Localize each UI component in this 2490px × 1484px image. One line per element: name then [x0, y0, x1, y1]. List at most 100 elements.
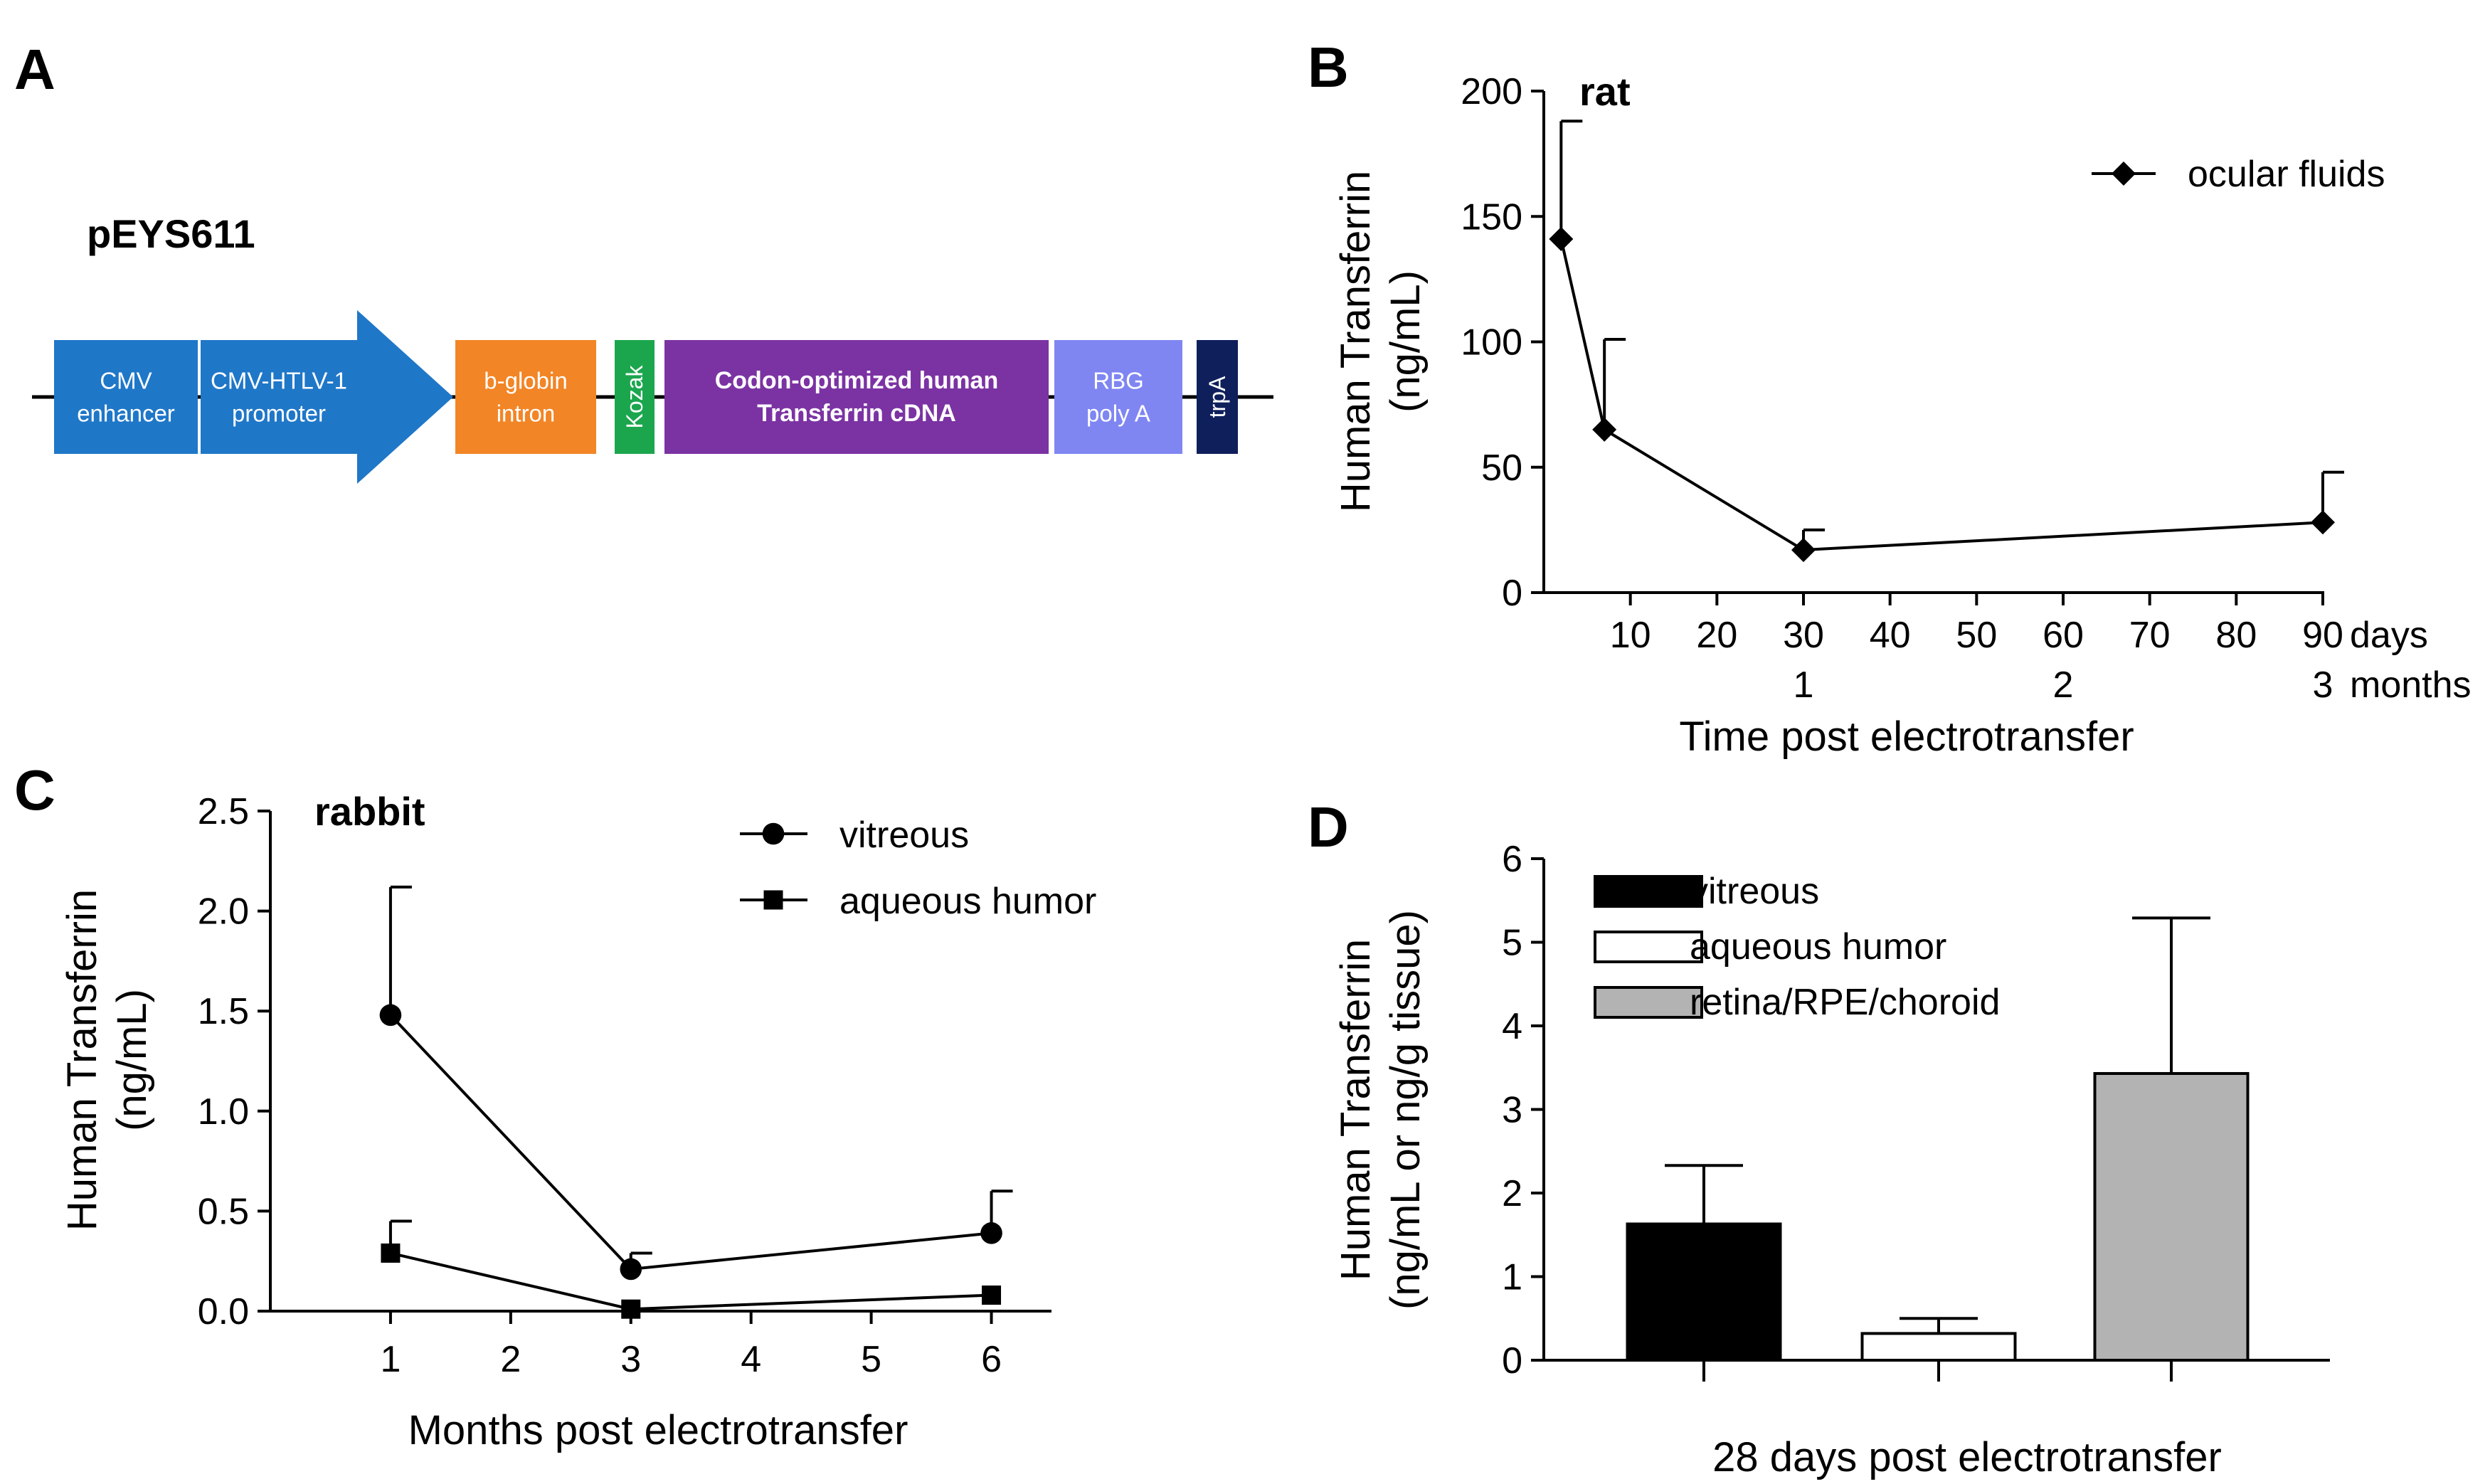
y-tick-label: 0.0: [198, 1291, 249, 1332]
panel-label-b: B: [1308, 36, 1349, 99]
y-axis-title: Human Transferrin: [1333, 171, 1379, 512]
x-axis-title: Time post electrotransfer: [1679, 714, 2134, 760]
x-tick-label: 1: [380, 1339, 401, 1380]
construct-promoter-shape: [201, 310, 453, 484]
construct-name: pEYS611: [87, 211, 255, 256]
chart-title: rat: [1579, 69, 1631, 114]
x-tick-label: 10: [1610, 615, 1651, 656]
x-tick-label: 70: [2129, 615, 2171, 656]
y-tick-label: 0: [1502, 573, 1522, 614]
x-tick-label: 40: [1870, 615, 1911, 656]
data-point: [620, 1258, 642, 1281]
x2-tick-label: 3: [2313, 664, 2333, 706]
rabbit-chart: 0.0 0.5 1.0 1.5 2.0 2.5 1 2 3 4 5 6 Months post elec…: [59, 789, 1096, 1453]
data-point: [982, 1286, 1002, 1305]
construct-intron-shape: [455, 340, 596, 454]
data-point: [381, 1243, 401, 1263]
x-axis-title: Months post electrotransfer: [408, 1407, 908, 1453]
x2-unit-label: months: [2350, 664, 2472, 706]
y-tick-label: 100: [1461, 322, 1522, 364]
construct-intron-label: b-globin: [484, 368, 567, 394]
x2-tick-label: 2: [2053, 664, 2074, 706]
y-tick-label: 2.5: [198, 791, 249, 832]
x-tick-label: 80: [2215, 615, 2257, 656]
y-tick-label: 4: [1502, 1006, 1522, 1047]
y-tick-label: 50: [1481, 447, 1522, 489]
bar: [1626, 1222, 1782, 1362]
y-tick-label: 1.0: [198, 1091, 249, 1133]
construct-map: pEYS611 CMV enhancer CMV-HTLV-1 promoter b-g…: [32, 211, 1273, 484]
construct-promoter-label: CMV-HTLV-1: [211, 368, 347, 394]
construct-kozak-shape: [615, 340, 655, 454]
bar: [1860, 1332, 2017, 1362]
construct-cmv_enhancer-label: CMV: [100, 368, 152, 394]
y-tick-label: 6: [1502, 839, 1522, 880]
series-line: [389, 1014, 992, 1271]
construct-polya-shape: [1054, 340, 1182, 454]
legend-swatch: [1594, 986, 1703, 1019]
data-point: [1549, 226, 1574, 251]
legend-label: aqueous humor: [839, 881, 1096, 922]
legend-marker: [763, 890, 783, 910]
y-tick-label: 0: [1502, 1340, 1522, 1382]
legend-swatch: [1594, 875, 1703, 908]
x-unit-label: days: [2350, 615, 2428, 656]
data-point: [621, 1299, 641, 1319]
construct-kozak-label: Kozak: [622, 365, 647, 429]
panel-label-a: A: [14, 38, 55, 101]
x-tick-label: 60: [2043, 615, 2084, 656]
construct-trpa-label: trpA: [1204, 376, 1230, 418]
legend-label: retina/RPE/choroid: [1690, 982, 2000, 1023]
legend-marker: [762, 822, 785, 845]
legend-swatch: [1594, 931, 1703, 963]
x-tick-label: 3: [620, 1339, 641, 1380]
y-tick-label: 150: [1461, 196, 1522, 238]
x-tick-label: 5: [861, 1339, 881, 1380]
construct-cmv_enhancer-shape: [54, 340, 198, 454]
x-tick-label: 50: [1956, 615, 1997, 656]
series-line: [390, 1251, 992, 1311]
y-axis-title: Human Transferrin: [59, 889, 105, 1231]
tissue-bar-chart: 0 1 2 3 4 5 6 28 days post electrotransfer Human…: [1333, 839, 2330, 1480]
data-point: [1592, 417, 1617, 442]
construct-intron-label: intron: [497, 401, 556, 427]
construct-polya-label: RBG: [1093, 368, 1144, 394]
y-tick-label: 1: [1502, 1257, 1522, 1298]
x-tick-label: 2: [500, 1339, 521, 1380]
x-tick-label: 4: [741, 1339, 761, 1380]
x-tick-label: 90: [2302, 615, 2343, 656]
legend-label: vitreous: [1690, 871, 1819, 912]
construct-cmv_enhancer-label: enhancer: [77, 401, 175, 427]
construct-cdna-label: Codon-optimized human: [715, 367, 999, 394]
data-point: [2311, 510, 2335, 535]
y-tick-label: 1.5: [198, 991, 249, 1032]
construct-cdna-label: Transferrin cDNA: [757, 400, 956, 427]
rat-chart: 0 50 100 150 200 10 20 30 40 50 60 70 80 90 days 1 2 3 mon…: [1333, 69, 2472, 760]
y-tick-label: 3: [1502, 1090, 1522, 1131]
chart-title: rabbit: [314, 789, 425, 834]
panel-label-c: C: [14, 758, 55, 822]
construct-polya-label: poly A: [1086, 401, 1150, 427]
construct-cdna-shape: [664, 340, 1049, 454]
bar: [2093, 1071, 2250, 1362]
y-tick-label: 5: [1502, 923, 1522, 964]
y-axis-title-unit: (ng/mL or ng/g tissue): [1382, 910, 1429, 1310]
x-axis-title: 28 days post electrotransfer: [1712, 1434, 2222, 1480]
construct-trpa-shape: [1197, 340, 1238, 454]
y-tick-label: 0.5: [198, 1191, 249, 1232]
series-line: [1559, 238, 2324, 552]
y-axis-title: Human Transferrin: [1333, 939, 1379, 1281]
data-point: [1791, 538, 1816, 563]
y-axis-title-unit: (ng/mL): [1382, 270, 1429, 413]
legend-label: aqueous humor: [1690, 926, 1946, 968]
panel-label-d: D: [1308, 795, 1349, 859]
data-point: [379, 1004, 402, 1027]
x-tick-label: 6: [981, 1339, 1002, 1380]
y-tick-label: 2: [1502, 1173, 1522, 1214]
y-axis-title-unit: (ng/mL): [109, 989, 155, 1131]
data-point: [980, 1222, 1002, 1244]
y-tick-label: 2.0: [198, 891, 249, 933]
construct-promoter-label: promoter: [232, 401, 326, 427]
legend-label: vitreous: [839, 815, 969, 856]
